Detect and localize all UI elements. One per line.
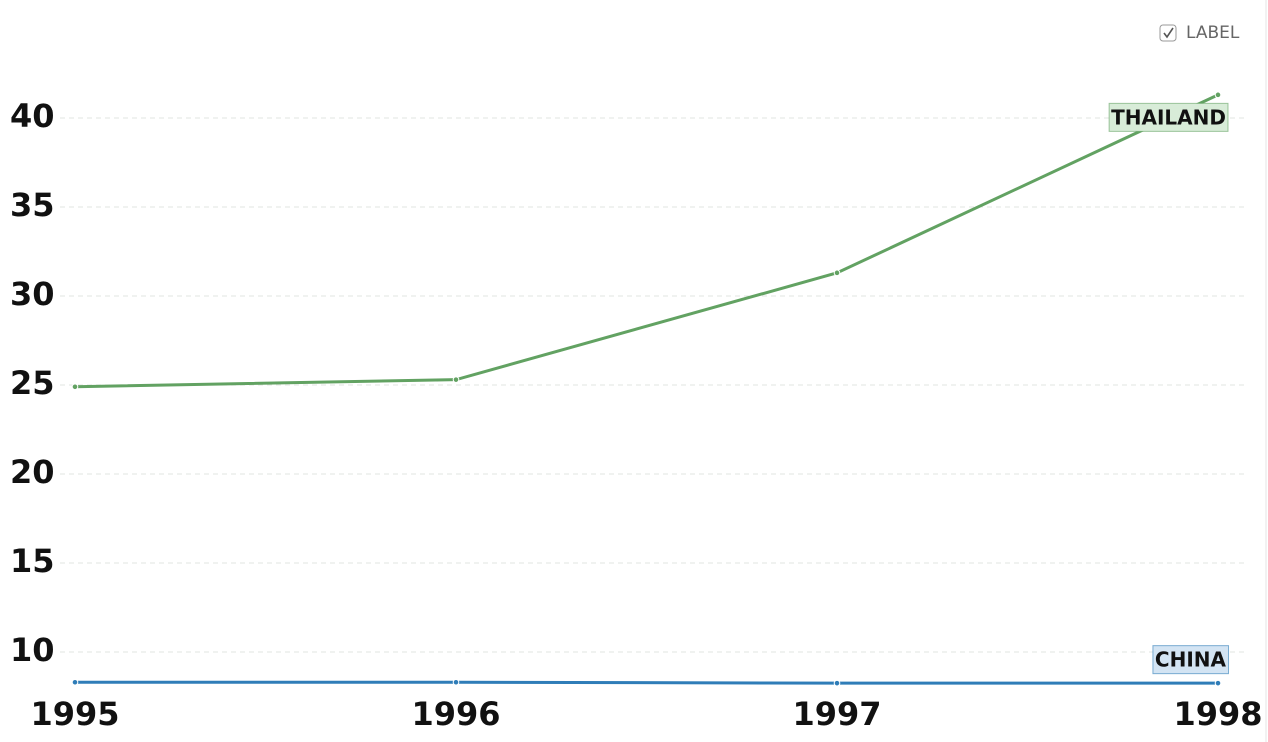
point bbox=[1214, 91, 1222, 99]
y-tick-label: 30 bbox=[10, 275, 55, 313]
point bbox=[833, 269, 841, 277]
x-tick-label: 1998 bbox=[1173, 695, 1262, 733]
point bbox=[833, 679, 841, 687]
series-label-box bbox=[1152, 645, 1230, 675]
series-label-box bbox=[1108, 102, 1229, 132]
series-label: THAILAND bbox=[1111, 105, 1226, 129]
y-tick-label: 15 bbox=[10, 542, 55, 580]
point bbox=[452, 376, 460, 383]
series-label: CHINA bbox=[1155, 648, 1227, 672]
y-tick-label: 25 bbox=[10, 364, 55, 402]
x-tick-label: 1997 bbox=[792, 695, 881, 733]
point bbox=[71, 678, 79, 686]
x-tick-label: 1996 bbox=[411, 695, 500, 733]
label-toggle-text[interactable]: LABEL bbox=[1186, 23, 1240, 43]
x-tick-label: 1995 bbox=[30, 695, 119, 733]
point bbox=[1214, 679, 1222, 687]
point bbox=[71, 383, 79, 391]
checkmark bbox=[1163, 27, 1174, 39]
label-checkbox[interactable] bbox=[1159, 24, 1177, 42]
y-tick-label: 40 bbox=[10, 97, 55, 135]
y-tick-label: 10 bbox=[10, 631, 55, 669]
y-tick-label: 20 bbox=[10, 453, 55, 491]
y-tick-label: 35 bbox=[10, 186, 55, 224]
series-line bbox=[74, 93, 1219, 389]
point bbox=[452, 678, 460, 686]
series-line bbox=[75, 680, 1218, 685]
